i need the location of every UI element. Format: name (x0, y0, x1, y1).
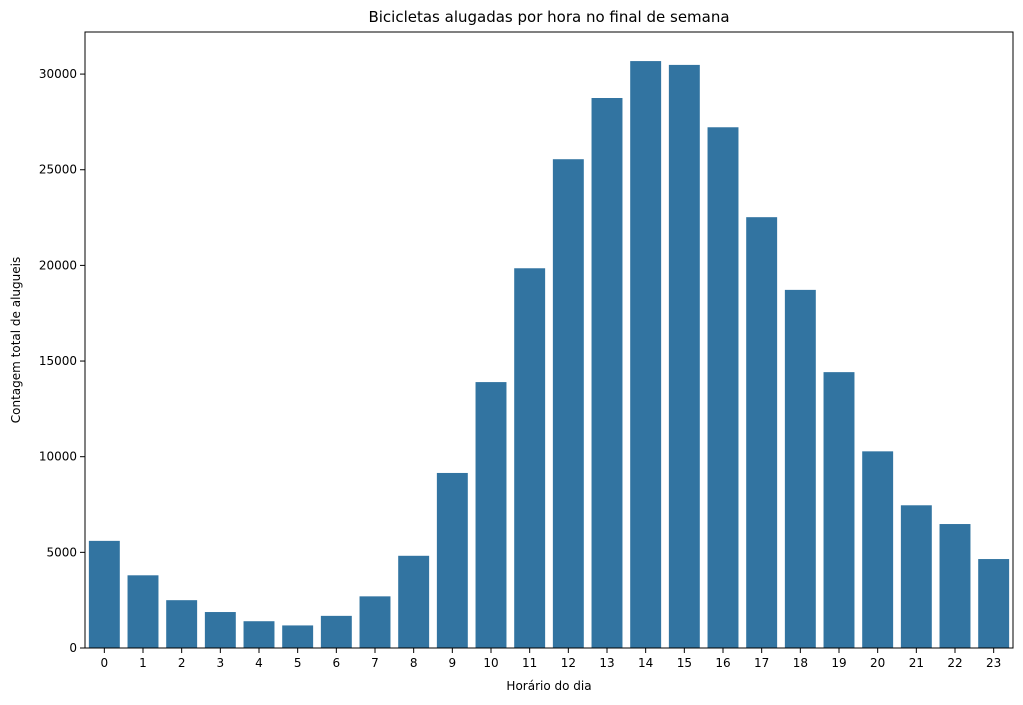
x-tick-label: 7 (371, 656, 379, 670)
x-tick-label: 8 (410, 656, 418, 670)
bar-17 (746, 217, 778, 648)
y-axis: 0 5000 10000 15000 20000 25000 30000 (39, 67, 85, 655)
bar-6 (320, 615, 352, 648)
x-axis: 0 1 2 3 4 5 6 7 8 9 10 11 12 13 14 15 16 17 18 19 20 21 22 23 (101, 648, 1001, 670)
y-axis-label: Contagem total de alugueis (9, 257, 23, 423)
bar-10 (475, 382, 507, 648)
plot-frame (84, 31, 1014, 649)
bar-22 (939, 524, 971, 648)
bar-1 (127, 575, 159, 648)
bar-21 (900, 505, 932, 648)
bar-18 (784, 289, 816, 648)
x-tick-label: 20 (870, 656, 885, 670)
x-tick-label: 2 (178, 656, 186, 670)
x-tick-label: 1 (139, 656, 147, 670)
bar-11 (514, 268, 546, 648)
bars-group (88, 61, 1010, 649)
bar-4 (243, 621, 275, 648)
bar-13 (591, 98, 623, 648)
bar-19 (823, 372, 855, 648)
x-tick-label: 19 (831, 656, 846, 670)
bar-23 (978, 559, 1010, 648)
bar-2 (166, 600, 198, 648)
bar-20 (862, 451, 894, 648)
bar-8 (398, 555, 430, 648)
x-tick-label: 11 (522, 656, 537, 670)
bar-16 (707, 127, 739, 649)
x-tick-label: 4 (255, 656, 263, 670)
bar-3 (204, 612, 236, 648)
x-axis-label: Horário do dia (506, 679, 591, 693)
x-tick-label: 15 (677, 656, 692, 670)
x-tick-label: 14 (638, 656, 653, 670)
y-tick-label: 20000 (39, 258, 77, 272)
x-tick-label: 6 (333, 656, 341, 670)
bar-0 (88, 540, 120, 648)
x-tick-label: 12 (561, 656, 576, 670)
y-tick-label: 30000 (39, 67, 77, 81)
y-tick-label: 15000 (39, 354, 77, 368)
chart-title: Bicicletas alugadas por hora no final de… (368, 8, 729, 26)
y-tick-label: 25000 (39, 163, 77, 177)
bar-9 (436, 472, 468, 648)
x-tick-label: 5 (294, 656, 302, 670)
x-tick-label: 3 (217, 656, 225, 670)
bar-14 (630, 61, 662, 649)
y-tick-label: 5000 (46, 545, 77, 559)
x-tick-label: 18 (793, 656, 808, 670)
y-tick-label: 0 (69, 641, 77, 655)
bar-12 (552, 159, 584, 648)
x-tick-label: 16 (715, 656, 730, 670)
x-tick-label: 21 (909, 656, 924, 670)
bar-7 (359, 596, 391, 648)
x-tick-label: 0 (101, 656, 109, 670)
x-tick-label: 17 (754, 656, 769, 670)
x-tick-label: 22 (947, 656, 962, 670)
x-tick-label: 23 (986, 656, 1001, 670)
bar-15 (668, 64, 700, 648)
x-tick-label: 10 (483, 656, 498, 670)
x-tick-label: 9 (449, 656, 457, 670)
y-tick-label: 10000 (39, 450, 77, 464)
x-tick-label: 13 (599, 656, 614, 670)
bar-5 (282, 625, 314, 648)
